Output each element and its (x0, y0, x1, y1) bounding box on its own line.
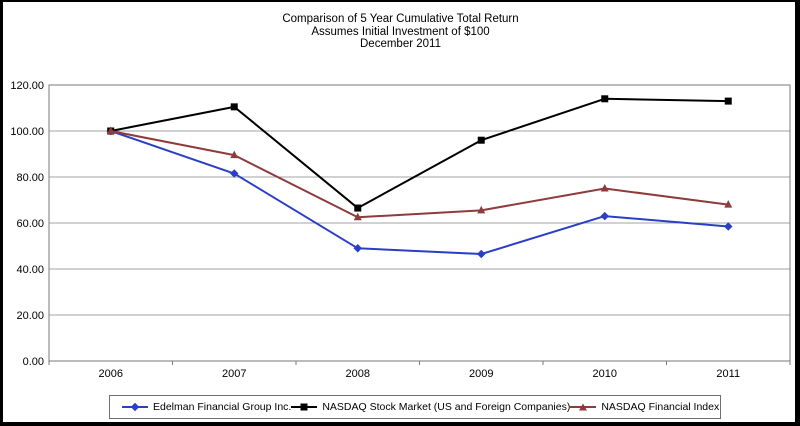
square-marker-icon (300, 403, 308, 411)
x-axis-tick-label: 2010 (593, 368, 617, 380)
x-axis-tick-label: 2009 (469, 368, 493, 380)
y-axis-tick-label: 20.00 (16, 310, 44, 322)
legend-swatch-edelman (122, 402, 148, 412)
chart-title-block: Comparison of 5 Year Cumulative Total Re… (3, 13, 795, 51)
triangle-marker-icon (600, 184, 609, 192)
square-marker-icon (477, 136, 485, 144)
triangle-marker-icon (724, 200, 733, 208)
chart-subtitle-investment: Assumes Initial Investment of $100 (311, 25, 490, 38)
y-axis-tick-label: 120.00 (10, 80, 44, 92)
y-axis-tick-label: 80.00 (16, 172, 44, 184)
chart-canvas: 0.00 20.00 40.00 60.00 80.00 100.00 120.00 2006… (10, 80, 791, 380)
y-axis-tick-label: 40.00 (16, 264, 44, 276)
diamond-marker-icon (230, 169, 239, 178)
y-axis-tick-label: 60.00 (16, 218, 44, 230)
y-axis-tick-label: 0.00 (23, 356, 44, 368)
chart-title: Comparison of 5 Year Cumulative Total Re… (282, 13, 519, 25)
triangle-marker-icon (230, 150, 239, 159)
diamond-marker-icon (130, 402, 140, 412)
legend-item-nasdaq-financial: NASDAQ Financial Index (570, 401, 719, 413)
square-marker-icon (354, 204, 362, 212)
chart-legend: Edelman Financial Group Inc. NASDAQ Stoc… (109, 395, 721, 419)
legend-label-nasdaq-stock: NASDAQ Stock Market (US and Foreign Comp… (322, 401, 571, 413)
series-line-nasdaq-stock (110, 97, 729, 210)
y-axis-tick-label: 100.00 (10, 126, 44, 138)
triangle-marker-icon (477, 205, 486, 214)
chart-subtitle-date: December 2011 (360, 38, 441, 50)
square-marker-icon (230, 103, 238, 111)
legend-swatch-nasdaq-financial (570, 402, 597, 412)
diamond-marker-icon (353, 244, 362, 253)
triangle-marker-icon (353, 212, 362, 221)
legend-label-edelman: Edelman Financial Group Inc. (153, 401, 292, 413)
legend-swatch-nasdaq-stock (291, 402, 318, 412)
x-axis-tick-label: 2011 (716, 368, 740, 380)
x-axis-tick-label: 2008 (346, 368, 370, 380)
square-marker-icon (724, 97, 732, 105)
triangle-marker-icon (579, 403, 588, 411)
legend-item-nasdaq-stock: NASDAQ Stock Market (US and Foreign Comp… (291, 401, 570, 413)
series-line-nasdaq-financial (110, 130, 729, 219)
diamond-marker-icon (600, 211, 609, 221)
diamond-marker-icon (477, 249, 486, 259)
x-axis-tick-label: 2007 (222, 368, 246, 380)
legend-label-nasdaq-financial: NASDAQ Financial Index (601, 401, 720, 413)
square-marker-icon (601, 95, 609, 103)
series-line-edelman (110, 130, 729, 256)
x-axis-tick-label: 2006 (99, 368, 123, 380)
legend-item-edelman: Edelman Financial Group Inc. (122, 401, 291, 413)
triangle-marker-icon (106, 126, 115, 134)
